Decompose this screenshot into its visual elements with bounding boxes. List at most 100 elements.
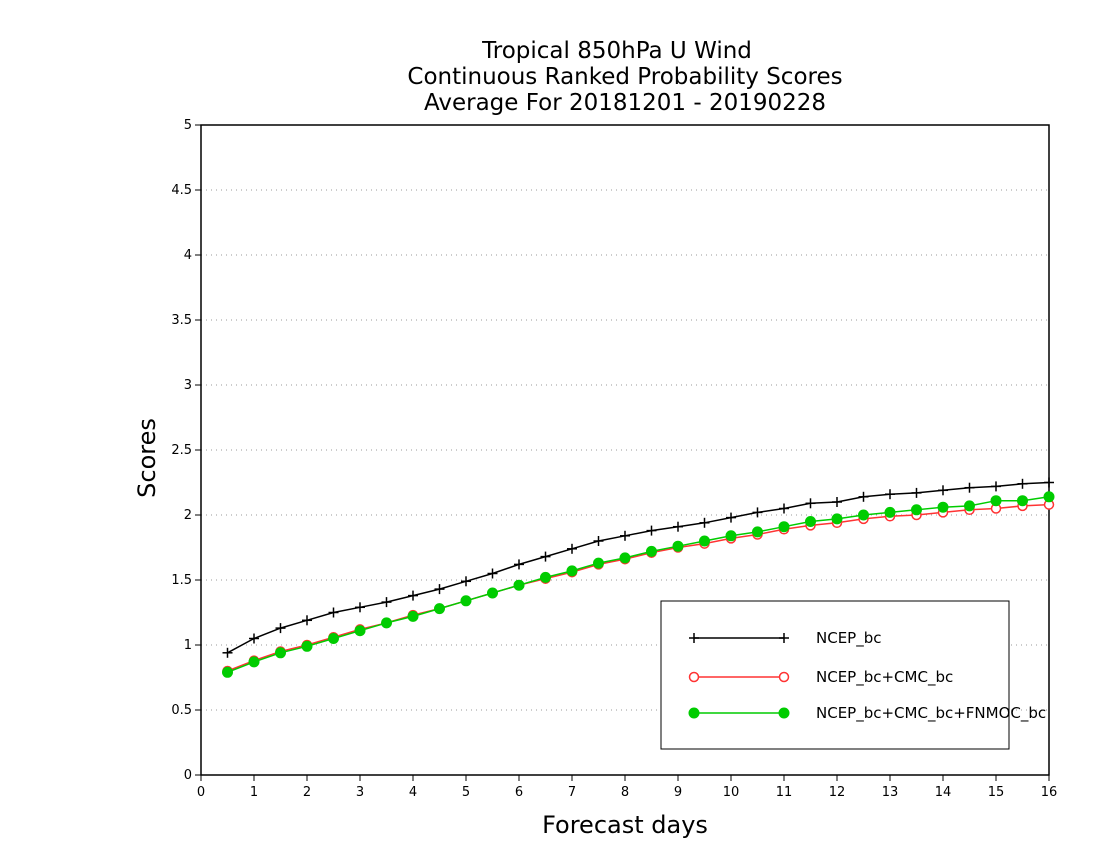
x-tick-label: 1 xyxy=(250,785,258,800)
y-tick-label: 3 xyxy=(184,378,192,393)
data-point xyxy=(726,512,736,523)
data-point xyxy=(805,498,816,509)
chart-title-line-2: Continuous Ranked Probability Scores xyxy=(407,64,842,90)
legend-label: NCEP_bc+CMC_bc xyxy=(816,668,953,687)
x-tick-label: 12 xyxy=(829,785,846,800)
data-point xyxy=(619,552,631,564)
data-point xyxy=(964,500,975,512)
series-1 xyxy=(222,477,1054,658)
legend-label: NCEP_bc+CMC_bc+FNMOC_bc xyxy=(816,704,1046,723)
data-point xyxy=(567,543,577,554)
legend-marker xyxy=(689,633,699,643)
data-point xyxy=(434,584,445,595)
data-point xyxy=(434,603,445,615)
data-point xyxy=(672,540,684,552)
data-point xyxy=(805,516,816,527)
legend-label: NCEP_bc xyxy=(816,629,882,648)
data-point xyxy=(381,597,392,608)
x-tick-label: 0 xyxy=(197,785,205,800)
data-point xyxy=(355,602,365,613)
data-point xyxy=(514,559,524,570)
x-tick-label: 13 xyxy=(882,785,899,800)
data-point xyxy=(222,666,233,678)
data-point xyxy=(1017,495,1028,507)
x-tick-label: 11 xyxy=(776,785,793,800)
data-point xyxy=(646,545,657,557)
data-point xyxy=(911,504,922,516)
y-tick-label: 0.5 xyxy=(171,703,192,718)
data-point xyxy=(937,501,949,513)
data-point xyxy=(831,513,843,525)
y-axis-title: Scores xyxy=(133,418,161,498)
x-tick-label: 7 xyxy=(568,785,576,800)
data-point xyxy=(752,526,763,538)
data-point xyxy=(540,551,551,562)
data-point xyxy=(832,497,842,507)
data-point xyxy=(540,571,551,583)
data-point xyxy=(1017,478,1028,489)
data-point xyxy=(911,487,922,498)
data-point xyxy=(778,521,790,533)
legend-marker xyxy=(688,671,700,683)
x-tick-label: 3 xyxy=(356,785,364,800)
x-tick-label: 15 xyxy=(988,785,1005,800)
y-tick-label: 4 xyxy=(184,248,192,263)
x-tick-label: 6 xyxy=(515,785,523,800)
data-point xyxy=(566,565,578,577)
x-tick-label: 5 xyxy=(462,785,470,800)
x-axis: 0 1 2 3 4 5 6 7 8 9 10 11 12 13 14 15 16 xyxy=(197,775,1057,800)
y-tick-label: 4.5 xyxy=(171,183,192,198)
data-point xyxy=(460,595,472,607)
y-tick-label: 2.5 xyxy=(171,443,192,458)
y-axis: 0 0.5 1 1.5 2 2.5 3 3.5 4 4.5 5 xyxy=(171,118,201,783)
series-3 xyxy=(222,491,1055,678)
data-point xyxy=(699,535,710,547)
data-point xyxy=(990,495,1002,507)
data-point xyxy=(275,623,286,634)
legend-marker xyxy=(688,707,700,719)
data-point xyxy=(885,489,895,500)
data-point xyxy=(858,491,869,502)
chart-title-line-1: Tropical 850hPa U Wind xyxy=(481,38,752,64)
chart-title-line-3: Average For 20181201 - 20190228 xyxy=(424,90,826,116)
data-point xyxy=(249,633,259,644)
data-point xyxy=(301,640,313,652)
series-layer xyxy=(222,477,1055,678)
data-point xyxy=(673,521,683,532)
y-tick-label: 3.5 xyxy=(171,313,192,328)
data-point xyxy=(964,482,975,493)
data-point xyxy=(461,576,471,587)
data-point xyxy=(938,485,948,496)
data-point xyxy=(593,536,604,546)
data-point xyxy=(248,656,260,668)
legend-entry: NCEP_bc+CMC_bc+FNMOC_bc xyxy=(688,704,1046,723)
x-tick-label: 2 xyxy=(303,785,311,800)
y-tick-label: 1.5 xyxy=(171,573,192,588)
legend-box xyxy=(660,600,1010,750)
legend-marker xyxy=(779,633,789,643)
data-point xyxy=(620,530,630,541)
data-point xyxy=(487,587,498,599)
legend: NCEP_bc NCEP_bc+CMC_bc NCEP_bc+CMC_bc+FNMO… xyxy=(660,600,1046,750)
y-tick-label: 0 xyxy=(184,768,192,783)
data-point xyxy=(1043,491,1055,503)
y-tick-label: 1 xyxy=(184,638,192,653)
data-point xyxy=(884,506,896,518)
data-point xyxy=(991,481,1001,492)
x-axis-title: Forecast days xyxy=(542,811,708,839)
data-point xyxy=(646,525,657,536)
x-tick-label: 4 xyxy=(409,785,417,800)
legend-entry: NCEP_bc xyxy=(689,629,882,648)
data-point xyxy=(407,610,419,622)
data-point xyxy=(328,607,339,618)
data-point xyxy=(1044,477,1054,488)
data-point xyxy=(858,509,869,521)
chart-title: Tropical 850hPa U Wind Continuous Ranked… xyxy=(407,38,842,116)
data-point xyxy=(593,557,604,569)
x-tick-label: 14 xyxy=(935,785,952,800)
data-point xyxy=(222,647,233,658)
data-point xyxy=(725,530,737,542)
data-point xyxy=(408,590,418,601)
data-point xyxy=(513,579,525,591)
legend-marker xyxy=(778,707,790,719)
